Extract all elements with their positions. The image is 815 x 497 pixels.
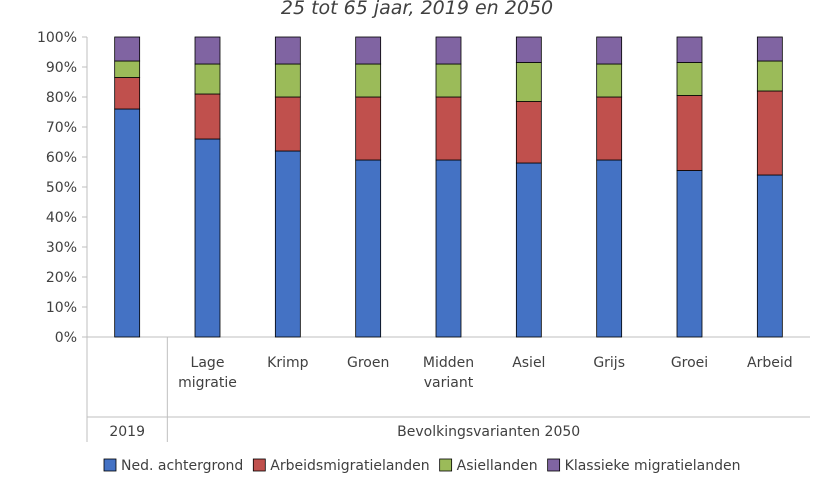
y-tick-label: 60% [46,150,77,166]
y-tick-label: 90% [46,60,77,76]
y-tick-label: 20% [46,270,77,286]
y-tick-label: 30% [46,240,77,256]
bar-segment [194,63,221,95]
category-labels: 2019 Bevolkingsvarianten 2050 Lage migratie… [109,355,792,440]
bar-segment [676,170,703,338]
bar-segment [756,60,783,92]
bar-segment [435,63,462,98]
legend-label: Ned. achtergrond [121,458,243,474]
bar-segment [596,36,623,65]
bar-segment [756,36,783,62]
y-tick-label: 0% [55,330,77,346]
category-label: Arbeid [747,355,793,371]
legend-swatch [252,458,266,472]
bar-segment [596,159,623,338]
bar-segment [676,36,703,63]
bar-segment [515,101,542,164]
group-label: Bevolkingsvarianten 2050 [397,424,580,440]
bar-segment [435,159,462,338]
legend-label: Klassieke migratielanden [565,458,741,474]
bar-segment [274,150,301,338]
category-label: Krimp [267,355,308,371]
category-label: Midden [423,355,474,371]
legend-swatch [103,458,117,472]
bar-segment [435,96,462,161]
category-label: variant [424,375,474,391]
category-label: Grijs [593,355,625,371]
category-label: Asiel [512,355,545,371]
bar-segment [515,162,542,338]
bar-segment [676,62,703,96]
bars [114,36,783,338]
bar-segment [274,36,301,65]
category-label: Groei [671,355,708,371]
y-tick-label: 10% [46,300,77,316]
bar-segment [355,96,382,161]
bar-segment [274,96,301,152]
bar-segment [756,174,783,338]
y-tick-label: 100% [37,30,77,46]
bar-segment [515,36,542,63]
group-label: 2019 [109,424,145,440]
bar-segment [274,63,301,98]
y-tick-label: 40% [46,210,77,226]
y-tick-label: 70% [46,120,77,136]
category-label: Lage [191,355,225,371]
chart-title: 25 tot 65 jaar, 2019 en 2050 [281,0,553,19]
bar-segment [676,95,703,171]
legend-swatch [439,458,453,472]
bar-segment [114,77,141,110]
legend: Ned. achtergrond Arbeidsmigratielanden Asi… [103,458,741,474]
bar-segment [355,36,382,65]
legend-label: Asiellanden [457,458,538,474]
y-tick-label: 50% [46,180,77,196]
y-tick-label: 80% [46,90,77,106]
bar-segment [114,60,141,78]
bar-segment [515,62,542,102]
category-label: Groen [347,355,389,371]
bar-segment [596,96,623,161]
category-label: migratie [178,375,237,391]
bar-segment [355,63,382,98]
bar-segment [756,90,783,176]
bar-segment [114,36,141,62]
bar-segment [355,159,382,338]
bar-segment [194,36,221,65]
bar-segment [194,138,221,338]
legend-label: Arbeidsmigratielanden [270,458,429,474]
bar-segment [435,36,462,65]
bar-segment [194,93,221,140]
bar-segment [114,108,141,338]
bar-segment [596,63,623,98]
legend-swatch [547,458,561,472]
